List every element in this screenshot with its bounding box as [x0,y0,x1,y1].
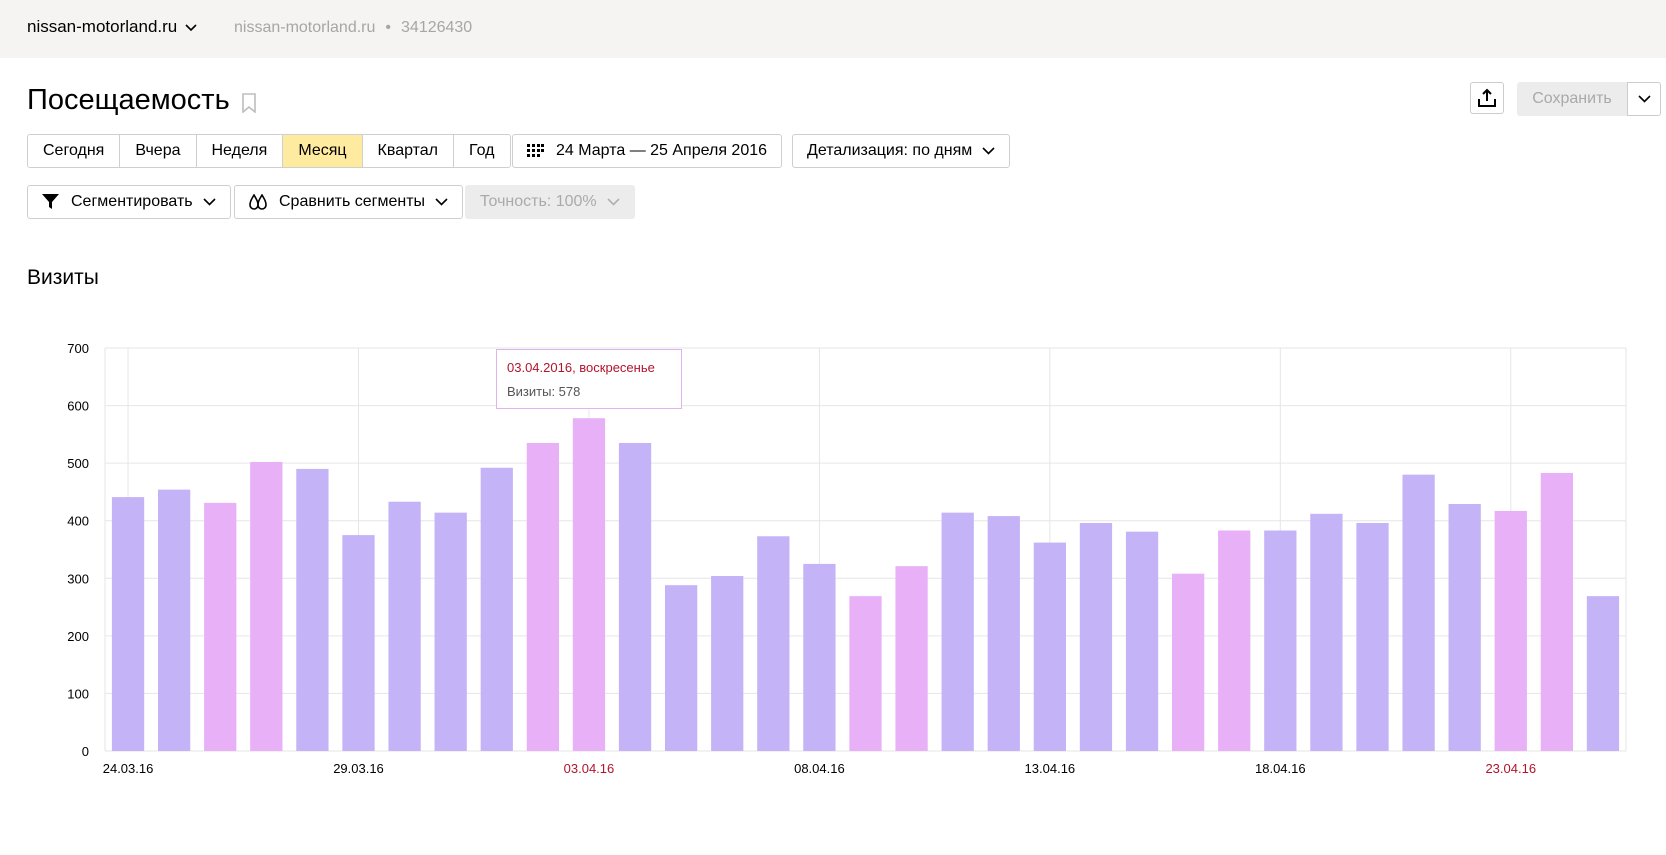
date-range-button[interactable]: 24 Марта — 25 Апреля 2016 [512,134,783,168]
x-tick-label: 03.04.16 [564,761,615,776]
page-title-wrap: Посещаемость [27,80,256,121]
chart-bar [204,502,237,751]
chart-bar [1494,510,1527,751]
y-tick-label: 400 [67,514,89,529]
chevron-down-icon [435,198,448,206]
accuracy-dropdown[interactable]: Точность: 100% [465,185,635,219]
x-tick-label: 23.04.16 [1485,761,1536,776]
chart-bar [1448,504,1481,751]
accuracy-label: Точность: 100% [480,193,597,210]
tooltip-date: 03.04.2016, воскресенье [507,360,655,375]
chart-bar [987,516,1020,751]
y-tick-label: 600 [67,399,89,414]
chart-bar [296,468,329,751]
chart-bar [1356,523,1389,751]
period-yesterday[interactable]: Вчера [120,135,197,167]
tooltip-value: Визиты: 578 [507,384,581,399]
chevron-down-icon [1637,95,1651,103]
calendar-icon [527,144,544,158]
counter-name: nissan-motorland.ru [27,17,178,36]
period-month[interactable]: Месяц [283,135,363,167]
segment-button[interactable]: Сегментировать [27,185,231,219]
x-tick-label: 08.04.16 [794,761,845,776]
drops-icon [249,194,267,210]
save-dropdown-button[interactable] [1627,82,1661,116]
date-range-label: 24 Марта — 25 Апреля 2016 [556,142,768,159]
chart-bar [526,442,559,751]
period-week[interactable]: Неделя [196,135,284,167]
chart-bar [941,512,974,751]
x-tick-label: 18.04.16 [1255,761,1306,776]
chart-bar [1218,530,1251,751]
counter-id: 34126430 [401,19,473,36]
chevron-down-icon [185,17,197,37]
period-year[interactable]: Год [454,135,510,167]
save-button[interactable]: Сохранить [1517,82,1627,116]
period-selector: Сегодня Вчера Неделя Месяц Квартал Год [27,134,511,168]
y-tick-label: 500 [67,456,89,471]
chart-bar [158,489,191,751]
y-tick-label: 0 [82,744,89,759]
chart-bar [1402,474,1435,751]
detail-dropdown[interactable]: Детализация: по дням [792,134,1011,168]
visits-chart-svg: 0 100 200 300 400 500 600 700 24.03.16 29.03.16 03… [67,341,1627,776]
chart-bar [342,535,375,751]
y-tick-label: 300 [67,571,89,586]
chart-bar [250,461,283,751]
chart-bar [1540,472,1573,751]
chart-bar [388,501,421,751]
y-tick-label: 200 [67,629,89,644]
chart-bar [1264,530,1297,751]
chart-bar [711,575,744,751]
chart-bar [803,563,836,751]
chart-bar [618,442,652,751]
chart-bar [1310,513,1343,751]
counter-separator: • [385,19,392,36]
x-tick-label: 24.03.16 [103,761,154,776]
compare-segments-button[interactable]: Сравнить сегменты [234,185,464,219]
segment-label: Сегментировать [71,193,193,210]
top-bar: nissan-motorland.ru nissan-motorland.ru … [0,0,1666,58]
chart-bar [1079,523,1113,751]
chart-tooltip: 03.04.2016, воскресенье Визиты: 578 [496,349,682,409]
chart-bar [480,467,513,751]
chart-bar [895,566,928,751]
chart-bar [111,497,145,751]
bookmark-icon[interactable] [241,88,256,121]
chart-bar [1033,542,1066,751]
chart-bar [1586,596,1620,751]
counter-selector[interactable]: nissan-motorland.ru [27,17,197,37]
export-icon [1477,88,1497,108]
period-quarter[interactable]: Квартал [362,135,455,167]
chevron-down-icon [982,147,995,155]
export-button[interactable] [1470,82,1504,114]
period-today[interactable]: Сегодня [28,135,121,167]
chart-bar [572,418,606,751]
page-title: Посещаемость [27,84,230,116]
filter-icon [42,194,59,210]
section-title: Визиты [27,266,99,289]
x-tick-label: 29.03.16 [333,761,384,776]
chevron-down-icon [607,198,620,206]
detail-label: Детализация: по дням [807,142,973,159]
y-tick-label: 100 [67,686,89,701]
chart-bar [849,596,882,751]
chevron-down-icon [203,198,216,206]
chart-bar [1172,573,1205,751]
y-tick-label: 700 [67,341,89,356]
compare-label: Сравнить сегменты [279,193,426,210]
chart-bar [665,585,698,751]
counter-site: nissan-motorland.ru [234,19,376,36]
chart-bar [434,512,467,751]
chart-bar [757,536,790,751]
x-tick-label: 13.04.16 [1025,761,1076,776]
chart-bar [1125,531,1159,751]
visits-chart: 0 100 200 300 400 500 600 700 24.03.16 29.03.16 03… [0,330,1666,790]
counter-meta: nissan-motorland.ru • 34126430 [234,19,472,37]
